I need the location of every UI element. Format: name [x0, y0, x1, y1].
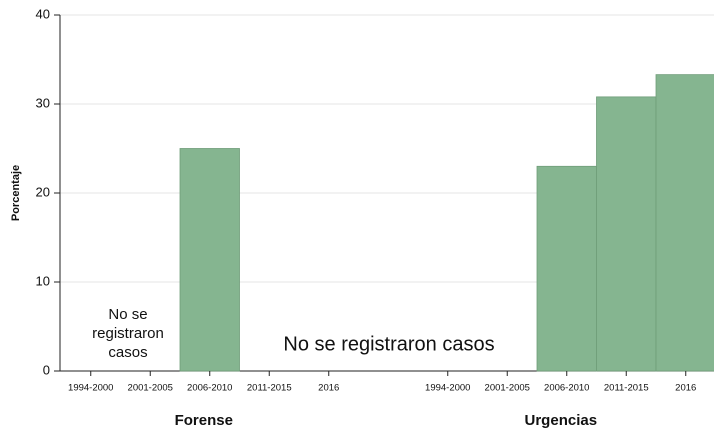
y-tick-label: 30 [36, 95, 50, 110]
group-label: Forense [175, 412, 233, 429]
bar [655, 74, 714, 372]
x-tick-label: 2001-2005 [485, 383, 530, 394]
x-tick-label: 2001-2005 [128, 383, 173, 394]
x-tick-label: 1994-2000 [425, 383, 470, 394]
bar [596, 96, 657, 372]
group-label: Urgencias [525, 412, 598, 429]
x-tick-label: 2016 [318, 383, 339, 394]
y-axis-label: Porcentaje [10, 165, 22, 221]
x-tick-label: 2016 [675, 383, 696, 394]
x-tick-label: 2006-2010 [544, 383, 589, 394]
y-tick-label: 20 [36, 184, 50, 199]
x-tick-label: 2011-2015 [247, 383, 292, 394]
y-tick-label: 40 [36, 6, 50, 21]
y-tick-label: 10 [36, 273, 50, 288]
annotation: No se registraron casos [283, 333, 494, 355]
annotation: No se [108, 306, 147, 323]
x-tick-label: 2011-2015 [604, 383, 649, 394]
x-tick-label: 1994-2000 [68, 383, 113, 394]
bar [536, 165, 597, 372]
annotation: registraron [92, 325, 164, 342]
y-tick-label: 0 [43, 362, 50, 377]
annotation: casos [108, 344, 147, 361]
bar [179, 148, 240, 372]
x-tick-label: 2006-2010 [187, 383, 232, 394]
